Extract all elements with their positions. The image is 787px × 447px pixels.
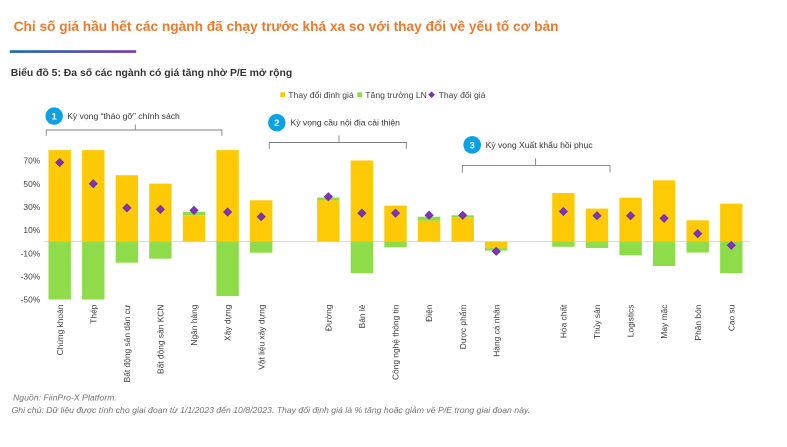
svg-text:Dược phẩm: Dược phẩm — [458, 305, 468, 350]
svg-text:Thép: Thép — [88, 304, 98, 323]
svg-text:Kỳ vọng cầu nội địa cải thiện: Kỳ vọng cầu nội địa cải thiện — [291, 118, 401, 128]
svg-text:-50%: -50% — [21, 295, 41, 305]
svg-text:10%: 10% — [23, 225, 40, 235]
svg-text:-30%: -30% — [21, 272, 41, 282]
svg-text:Điện: Điện — [424, 304, 434, 322]
svg-text:Ngân hàng: Ngân hàng — [189, 304, 199, 345]
svg-text:50%: 50% — [23, 179, 40, 189]
svg-text:Kỳ vọng “tháo gỡ” chính sách: Kỳ vọng “tháo gỡ” chính sách — [67, 111, 180, 121]
svg-text:Thay đổi giá: Thay đổi giá — [439, 90, 486, 100]
svg-text:Chỉ số giá hầu hết các ngành đ: Chỉ số giá hầu hết các ngành đã chạy trư… — [14, 19, 559, 34]
svg-text:Phân bón: Phân bón — [693, 304, 703, 340]
svg-text:Kỳ vọng Xuất khẩu hồi phục: Kỳ vọng Xuất khẩu hồi phục — [486, 140, 594, 150]
svg-text:Vật liệu xây dựng: Vật liệu xây dựng — [256, 304, 266, 370]
svg-text:30%: 30% — [23, 202, 40, 212]
svg-text:Bất động sản dân cư: Bất động sản dân cư — [122, 304, 132, 382]
svg-text:Đường: Đường — [323, 304, 333, 331]
svg-text:Thay đổi định giá: Thay đổi định giá — [288, 90, 354, 100]
svg-text:Ghi chú: Dữ liệu được tính cho: Ghi chú: Dữ liệu được tính cho giai đoạn… — [12, 405, 531, 415]
svg-text:Chứng khoán: Chứng khoán — [55, 304, 65, 355]
svg-text:May mặc: May mặc — [659, 305, 669, 339]
svg-text:-10%: -10% — [21, 248, 41, 258]
svg-text:2: 2 — [274, 118, 279, 129]
svg-text:Biểu đồ 5: Đa số các ngành có: Biểu đồ 5: Đa số các ngành có giá tăng n… — [11, 67, 293, 79]
svg-text:3: 3 — [470, 140, 475, 151]
svg-text:Bất động sản KCN: Bất động sản KCN — [156, 305, 166, 374]
svg-text:Bán lẻ: Bán lẻ — [357, 304, 367, 328]
svg-text:Thủy sản: Thủy sản — [592, 304, 602, 339]
svg-text:Công nghệ thông tin: Công nghệ thông tin — [391, 304, 401, 380]
svg-text:Nguồn: FiinPro-X Platform.: Nguồn: FiinPro-X Platform. — [13, 393, 117, 403]
svg-text:Xây dựng: Xây dựng — [223, 304, 233, 341]
svg-text:Hóa chất: Hóa chất — [559, 304, 569, 338]
svg-text:Logistics: Logistics — [626, 305, 636, 338]
svg-text:Hàng cá nhân: Hàng cá nhân — [491, 304, 501, 356]
svg-text:1: 1 — [52, 112, 58, 123]
svg-text:Cao su: Cao su — [726, 304, 736, 331]
svg-text:Tăng trưởng LN: Tăng trưởng LN — [365, 90, 427, 100]
svg-text:70%: 70% — [23, 156, 40, 166]
